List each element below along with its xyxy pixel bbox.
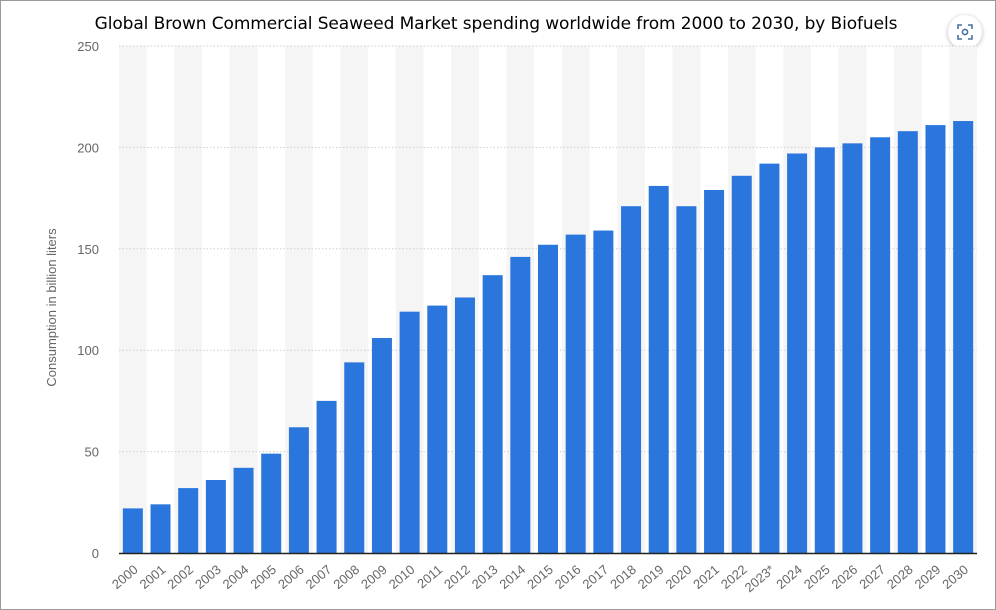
x-tick-label: 2012 [441, 562, 473, 592]
bar [205, 479, 226, 553]
bar [676, 206, 697, 553]
bar [288, 427, 309, 553]
bar [261, 453, 282, 553]
x-tick-label: 2013 [469, 562, 501, 592]
bar [538, 244, 558, 553]
bar [510, 256, 531, 553]
x-tick-label: 2009 [358, 562, 390, 592]
x-tick-label: 2025 [801, 562, 833, 592]
bar [399, 311, 420, 553]
x-tick-label: 2002 [164, 562, 196, 592]
bar [482, 275, 503, 553]
bar [870, 137, 891, 553]
bar [122, 508, 143, 553]
x-tick-label: 2016 [552, 562, 584, 592]
x-tick-label: 2007 [303, 562, 335, 592]
bar [371, 338, 392, 553]
bar [759, 163, 780, 553]
chart-title: Global Brown Commercial Seaweed Market s… [94, 14, 898, 34]
x-tick-label: 2028 [884, 562, 916, 592]
x-tick-label: 2014 [496, 562, 528, 592]
x-tick-label: 2006 [275, 562, 307, 592]
expand-button[interactable] [948, 15, 982, 49]
y-tick-label: 150 [77, 242, 99, 257]
y-tick-label: 50 [85, 445, 99, 460]
x-tick-label: 2017 [579, 562, 611, 592]
bar [953, 121, 974, 553]
bar [621, 206, 642, 553]
bar [454, 297, 475, 553]
fullscreen-icon [957, 24, 973, 40]
x-tick-label: 2020 [663, 562, 695, 592]
x-tick-label: 2024 [773, 562, 805, 592]
x-tick-label: 2030 [939, 562, 971, 592]
bar [842, 143, 863, 553]
bar [593, 230, 614, 553]
x-tick-label: 2029 [912, 562, 944, 592]
x-tick-label: 2000 [109, 562, 141, 592]
x-tick-label: 2010 [386, 562, 418, 592]
x-tick-label: 2004 [220, 562, 252, 592]
bar [344, 362, 365, 553]
x-tick-label: 2005 [247, 562, 279, 592]
bar [316, 400, 337, 553]
column-band [119, 46, 147, 553]
bar [233, 467, 254, 553]
bar [150, 504, 171, 553]
bar [731, 175, 752, 554]
x-tick-label: 2001 [137, 562, 169, 592]
x-tick-label: 2023* [742, 562, 778, 595]
bar [427, 305, 448, 553]
x-tick-label: 2003 [192, 562, 224, 592]
x-tick-label: 2019 [635, 562, 667, 592]
y-axis-title: Consumption in billion liters [44, 228, 59, 387]
y-tick-label: 0 [92, 546, 99, 561]
bar [704, 189, 725, 553]
y-tick-label: 200 [77, 140, 99, 155]
x-tick-label: 2027 [856, 562, 888, 592]
x-tick-label: 2026 [829, 562, 861, 592]
bar [787, 153, 808, 553]
y-tick-label: 250 [77, 39, 99, 54]
bar [178, 488, 199, 553]
bar [925, 125, 946, 553]
x-tick-label: 2021 [690, 562, 722, 592]
x-tick-label: 2008 [330, 562, 362, 592]
bar [814, 147, 835, 553]
x-tick-label: 2018 [607, 562, 639, 592]
y-tick-label: 100 [77, 343, 99, 358]
bar [565, 234, 586, 553]
bar [897, 131, 918, 553]
x-tick-label: 2015 [524, 562, 556, 592]
x-tick-label: 2011 [414, 562, 445, 591]
bar [648, 185, 669, 553]
column-band [174, 46, 203, 553]
